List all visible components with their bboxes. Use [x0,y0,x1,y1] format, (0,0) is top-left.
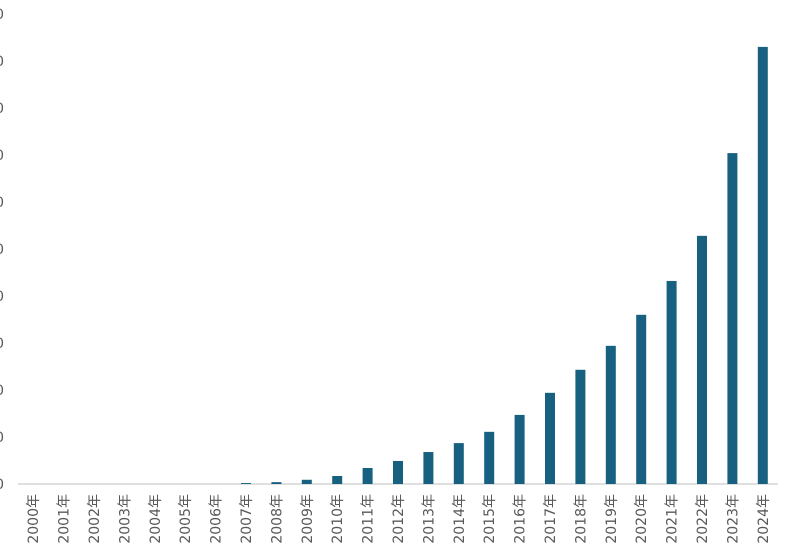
x-tick-label: 2006年 [209,494,225,544]
bar [575,369,586,484]
x-tick-label: 2005年 [178,494,194,544]
bar [666,280,677,484]
bar [514,414,525,484]
bar [757,46,768,485]
y-tick-label: 100 [0,7,4,23]
bar [453,443,464,484]
bar [697,235,707,484]
x-tick-label: 2019年 [604,494,620,544]
bar [727,153,738,484]
x-tick-label: 2012年 [391,494,407,544]
x-tick-label: 2007年 [239,494,255,544]
bar [636,314,647,484]
bar [241,483,251,484]
y-tick-label: 10 [0,430,4,446]
y-tick-label: 90 [0,54,4,70]
y-tick-label: 70 [0,148,4,164]
y-tick-label: 80 [0,101,4,117]
bar [393,460,403,484]
x-tick-label: 2010年 [330,494,346,544]
x-tick-label: 2018年 [573,494,589,544]
x-tick-label: 2011年 [361,494,377,544]
y-tick-label: 30 [0,336,4,352]
x-tick-label: 2009年 [300,494,316,544]
x-tick-label: 2015年 [482,494,498,544]
bar [362,468,373,484]
bar [545,392,555,484]
x-tick-label: 2020年 [634,494,650,544]
x-tick-label: 2001年 [57,494,73,544]
y-tick-label: 60 [0,195,4,211]
bar [423,452,434,484]
bar [332,476,343,484]
bar [484,431,495,484]
x-tick-label: 2013年 [421,494,437,544]
x-tick-label: 2021年 [665,494,681,544]
y-tick-label: 0 [0,477,4,493]
x-tick-label: 2022年 [695,494,711,544]
x-tick-label: 2017年 [543,494,559,544]
x-tick-label: 2000年 [26,494,42,544]
y-tick-label: 50 [0,242,4,258]
y-tick-label: 40 [0,289,4,305]
bar [301,479,312,484]
x-tick-label: 2002年 [87,494,103,544]
x-tick-label: 2014年 [452,494,468,544]
bar [271,482,282,484]
x-tick-label: 2024年 [756,494,772,544]
x-tick-label: 2023年 [725,494,741,544]
x-tick-label: 2016年 [513,494,529,544]
bar [605,345,616,484]
x-tick-label: 2008年 [269,494,285,544]
x-tick-label: 2004年 [148,494,164,544]
x-tick-label: 2003年 [117,494,133,544]
y-tick-label: 20 [0,383,4,399]
